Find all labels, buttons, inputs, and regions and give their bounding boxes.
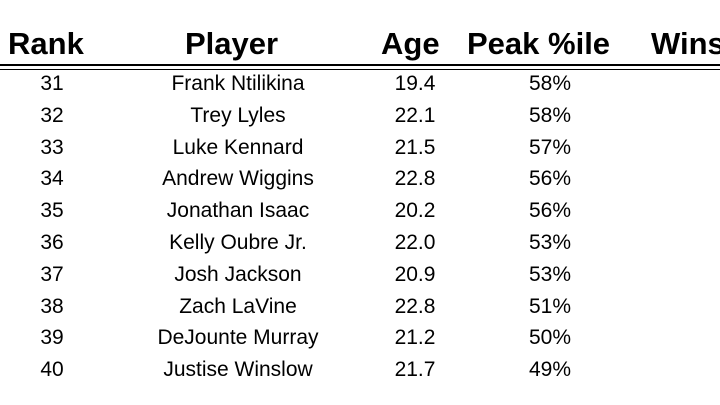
- rank-cell: 32: [40, 103, 64, 127]
- peak-cell: 57%: [528, 135, 572, 159]
- age-cell: 22.8: [394, 167, 436, 191]
- header-rank: Rank: [8, 26, 84, 61]
- header-divider-thick: [0, 64, 720, 66]
- header-peak-percentile: Peak %ile: [467, 26, 611, 61]
- table-row: 34 Andrew Wiggins 22.8 56%: [0, 163, 720, 195]
- table-row: 32 Trey Lyles 22.1 58%: [0, 100, 720, 132]
- player-cell: Kelly Oubre Jr.: [169, 230, 307, 254]
- peak-cell: 56%: [528, 199, 572, 223]
- age-cell: 21.7: [394, 358, 436, 382]
- table-row: 31 Frank Ntilikina 19.4 58%: [0, 68, 720, 100]
- peak-cell: 49%: [528, 358, 572, 382]
- player-cell: Trey Lyles: [190, 103, 286, 127]
- age-cell: 21.2: [394, 326, 436, 350]
- header-wins: Wins: [651, 26, 720, 61]
- rank-cell: 38: [40, 294, 64, 318]
- table-row: 35 Jonathan Isaac 20.2 56%: [0, 195, 720, 227]
- table-row: 39 DeJounte Murray 21.2 50%: [0, 322, 720, 354]
- age-cell: 22.0: [394, 230, 436, 254]
- rank-cell: 31: [40, 72, 64, 95]
- rank-cell: 37: [40, 262, 64, 286]
- table-row: 40 Justise Winslow 21.7 49%: [0, 354, 720, 386]
- peak-cell: 58%: [528, 103, 572, 127]
- age-cell: 20.2: [394, 199, 436, 223]
- header-player: Player: [185, 26, 279, 61]
- peak-cell: 51%: [528, 294, 572, 318]
- player-cell: Frank Ntilikina: [171, 72, 305, 95]
- player-cell: Luke Kennard: [172, 135, 304, 159]
- header-divider-thin: [0, 69, 720, 70]
- rank-cell: 35: [40, 199, 64, 223]
- age-cell: 22.1: [394, 103, 436, 127]
- rank-cell: 40: [40, 358, 64, 382]
- table-row: 38 Zach LaVine 22.8 51%: [0, 291, 720, 323]
- peak-cell: 58%: [528, 72, 572, 95]
- age-cell: 22.8: [394, 294, 436, 318]
- age-cell: 21.5: [394, 135, 436, 159]
- peak-cell: 53%: [528, 262, 572, 286]
- player-cell: Andrew Wiggins: [162, 167, 314, 191]
- age-cell: 19.4: [394, 72, 436, 95]
- table-row: 33 Luke Kennard 21.5 57%: [0, 132, 720, 164]
- table-header-row: Rank Player Age Peak %ile Wins: [0, 22, 720, 66]
- player-cell: Jonathan Isaac: [166, 199, 310, 223]
- rank-cell: 39: [40, 326, 64, 350]
- peak-cell: 53%: [528, 230, 572, 254]
- player-cell: Justise Winslow: [163, 358, 313, 382]
- rank-cell: 33: [40, 135, 64, 159]
- table-body: 31 Frank Ntilikina 19.4 58% 32 Trey Lyle…: [0, 68, 720, 386]
- rank-cell: 34: [40, 167, 64, 191]
- player-cell: DeJounte Murray: [157, 326, 319, 350]
- player-cell: Josh Jackson: [174, 262, 302, 286]
- header-age: Age: [381, 26, 440, 61]
- table-row: 36 Kelly Oubre Jr. 22.0 53%: [0, 227, 720, 259]
- table-row: 37 Josh Jackson 20.9 53%: [0, 259, 720, 291]
- peak-cell: 50%: [528, 326, 572, 350]
- peak-cell: 56%: [528, 167, 572, 191]
- age-cell: 20.9: [394, 262, 436, 286]
- rank-cell: 36: [40, 230, 64, 254]
- player-cell: Zach LaVine: [179, 294, 297, 318]
